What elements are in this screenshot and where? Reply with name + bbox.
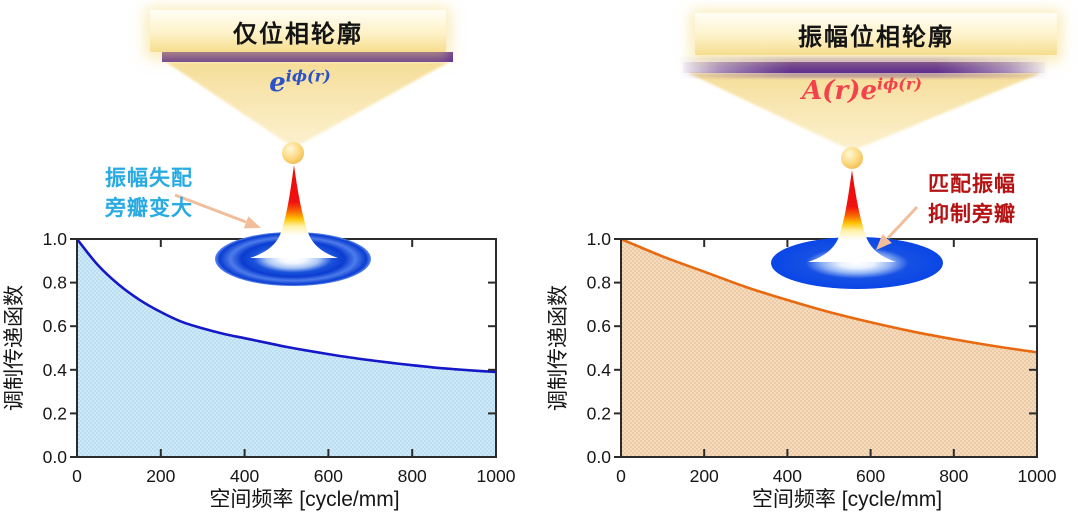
x-tick-label: 0: [616, 466, 626, 486]
callout-right: 匹配振幅 抑制旁瓣: [892, 170, 1052, 230]
axis-ticks-right: [614, 238, 1037, 458]
y-tick-label: 0.6: [43, 316, 67, 336]
x-tick-label: 800: [939, 466, 968, 486]
amplitude-phase-profile-bar-right: [683, 62, 1045, 73]
panel-title-right-label: 振幅位相轮廓: [798, 23, 954, 51]
mtf-curve-right: [620, 237, 1038, 354]
y-tick-label: 0.2: [587, 403, 611, 423]
y-tick-label: 0.2: [43, 403, 67, 423]
y-axis-title-right: 调制传递函数: [547, 285, 570, 411]
tick-labels-left: 0 200 400 600 800 1000 0.0 0.2 0.4 0.6 0.8 1.0: [43, 229, 516, 486]
y-tick-label: 0.0: [587, 447, 612, 467]
x-tick-label: 1000: [477, 466, 516, 486]
panel-title-left: 仅位相轮廓: [150, 10, 446, 52]
x-tick-label: 400: [773, 466, 802, 486]
mtf-area-fill-right: [621, 239, 1037, 457]
formula-right-exponent: iϕ(r): [877, 74, 923, 94]
y-tick-label: 0.8: [43, 273, 67, 293]
y-tick-label: 0.6: [587, 316, 611, 336]
formula-left-base: e: [269, 68, 286, 98]
panel-title-left-label: 仅位相轮廓: [233, 20, 363, 48]
x-axis-title-right: 空间频率 [cycle/mm]: [752, 488, 942, 511]
amplitude-phase-formula: A(r)eiϕ(r): [742, 74, 982, 108]
callout-left-line1: 振幅失配: [105, 167, 193, 190]
y-tick-label: 0.4: [587, 360, 612, 380]
panel-title-right: 振幅位相轮廓: [695, 13, 1057, 55]
y-tick-label: 1.0: [587, 229, 612, 249]
y-tick-label: 0.8: [587, 273, 611, 293]
phase-profile-bar-left: [162, 52, 453, 62]
x-tick-label: 200: [146, 466, 175, 486]
y-axis-title-left: 调制传递函数: [3, 285, 26, 411]
x-tick-label: 1000: [1018, 466, 1057, 486]
x-tick-label: 600: [314, 466, 343, 486]
tick-labels-right: 0 200 400 600 800 1000 0.0 0.2 0.4 0.6 0.8 1.0: [587, 229, 1057, 486]
y-tick-label: 0.0: [43, 447, 68, 467]
x-tick-label: 600: [856, 466, 885, 486]
phase-only-formula: eiϕ(r): [200, 66, 400, 100]
x-tick-label: 200: [690, 466, 719, 486]
x-tick-label: 0: [72, 466, 82, 486]
mtf-curve-left: [75, 238, 497, 374]
focal-spot-right-icon: [841, 147, 863, 169]
formula-right-prefix: A(r): [801, 76, 861, 106]
callout-arrow-left-head-icon: [243, 216, 261, 229]
callout-right-line2: 抑制旁瓣: [928, 203, 1016, 226]
x-tick-label: 800: [398, 466, 427, 486]
mtf-chart-left: 0 200 400 600 800 1000 0.0 0.2 0.4 0.6 0.8 1.0 空间频率 …: [3, 229, 516, 511]
callout-left-line2: 旁瓣变大: [105, 197, 193, 220]
y-tick-label: 1.0: [43, 229, 68, 249]
callout-right-line1: 匹配振幅: [928, 173, 1016, 196]
x-axis-title-left: 空间频率 [cycle/mm]: [209, 488, 399, 511]
y-tick-label: 0.4: [43, 360, 68, 380]
callout-left: 振幅失配 旁瓣变大: [69, 164, 229, 224]
mtf-chart-right: 0 200 400 600 800 1000 0.0 0.2 0.4 0.6 0.8 1.0 空间频率 …: [547, 229, 1057, 511]
focal-spot-left-icon: [282, 142, 304, 164]
x-tick-label: 400: [230, 466, 259, 486]
formula-left-exponent: iϕ(r): [285, 66, 331, 86]
formula-right-base: e: [860, 76, 877, 106]
